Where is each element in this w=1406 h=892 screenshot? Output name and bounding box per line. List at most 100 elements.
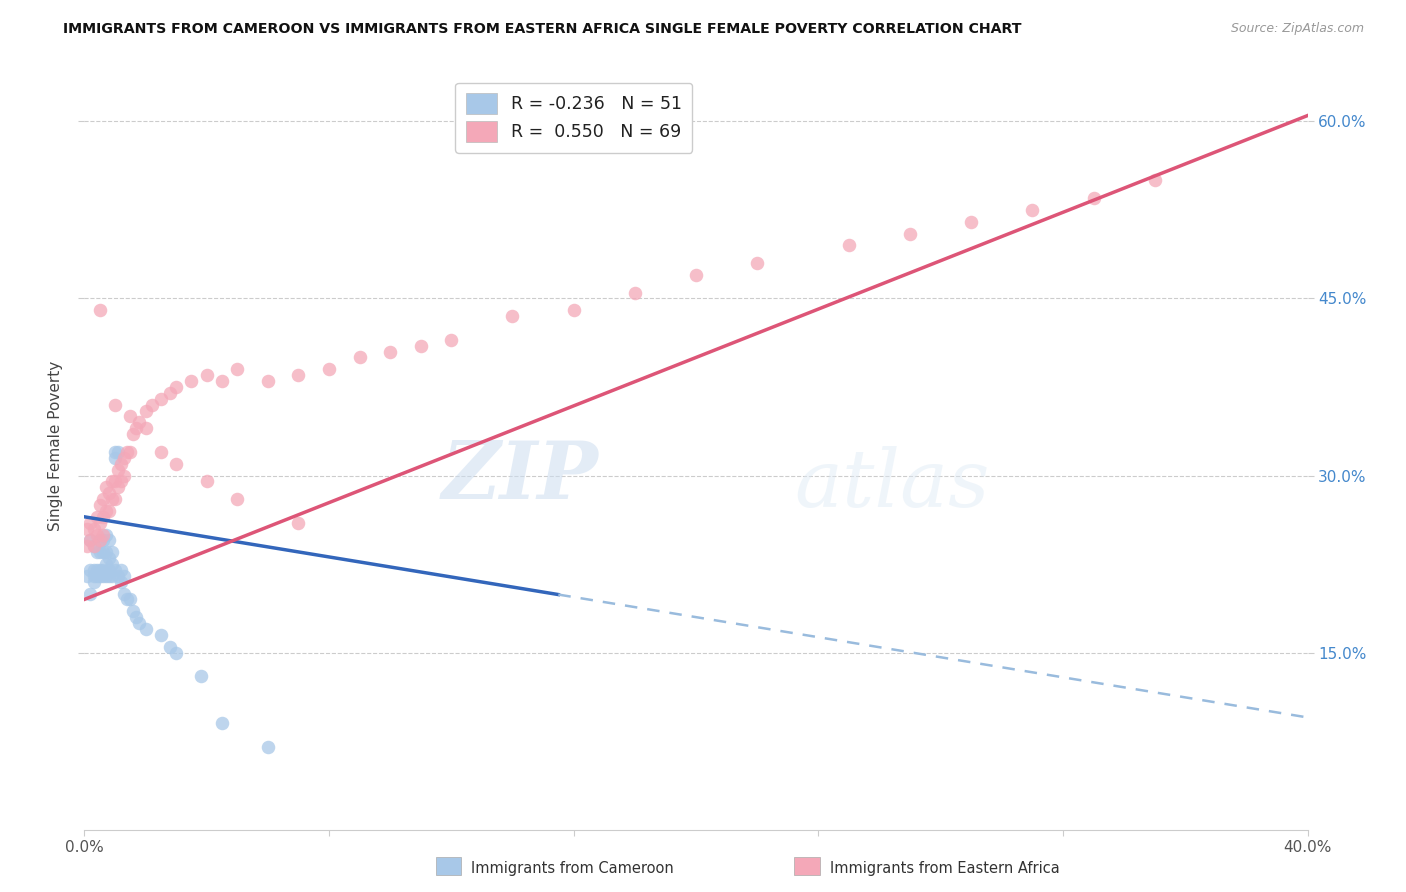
Point	[86, 545, 108, 559]
Point	[101, 475, 124, 489]
Point	[94, 480, 117, 494]
Point	[120, 445, 142, 459]
Point	[94, 557, 117, 571]
Point	[226, 492, 249, 507]
Point	[112, 586, 135, 600]
Point	[94, 504, 117, 518]
Point	[86, 527, 108, 541]
Point	[115, 592, 138, 607]
Point	[104, 563, 127, 577]
Point	[107, 445, 129, 459]
Point	[195, 475, 218, 489]
Point	[380, 344, 402, 359]
Point	[409, 339, 432, 353]
Point	[76, 569, 98, 583]
Point	[89, 563, 111, 577]
Point	[960, 215, 983, 229]
Point	[115, 445, 138, 459]
Point	[125, 610, 148, 624]
Point	[97, 569, 120, 583]
Point	[83, 522, 105, 536]
Point	[120, 409, 142, 424]
Point	[112, 468, 135, 483]
Point	[91, 527, 114, 541]
Point	[89, 569, 111, 583]
Point	[86, 563, 108, 577]
Point	[89, 533, 111, 548]
Legend: R = -0.236   N = 51, R =  0.550   N = 69: R = -0.236 N = 51, R = 0.550 N = 69	[456, 83, 692, 153]
Point	[76, 539, 98, 553]
Point	[159, 385, 181, 400]
Point	[257, 739, 280, 754]
Point	[101, 545, 124, 559]
Point	[110, 475, 132, 489]
Point	[112, 450, 135, 465]
Point	[1021, 202, 1043, 217]
Y-axis label: Single Female Poverty: Single Female Poverty	[48, 361, 63, 531]
Point	[101, 569, 124, 583]
Point	[97, 533, 120, 548]
Point	[149, 628, 172, 642]
Point	[104, 492, 127, 507]
Point	[287, 516, 309, 530]
Point	[107, 480, 129, 494]
Point	[165, 457, 187, 471]
Point	[110, 457, 132, 471]
Point	[83, 569, 105, 583]
Point	[83, 539, 105, 553]
Point	[79, 533, 101, 548]
Point	[180, 374, 202, 388]
Point	[318, 362, 340, 376]
Point	[1083, 191, 1105, 205]
Point	[76, 522, 98, 536]
Point	[165, 646, 187, 660]
Point	[562, 303, 585, 318]
Point	[107, 462, 129, 476]
Point	[79, 533, 101, 548]
Point	[211, 374, 233, 388]
Text: Immigrants from Cameroon: Immigrants from Cameroon	[471, 862, 673, 876]
Point	[94, 569, 117, 583]
Text: ZIP: ZIP	[441, 438, 598, 516]
Point	[91, 492, 114, 507]
Point	[89, 533, 111, 548]
Point	[83, 574, 105, 589]
Point	[120, 592, 142, 607]
Text: atlas: atlas	[794, 446, 990, 523]
Point	[128, 416, 150, 430]
Point	[97, 551, 120, 566]
Point	[112, 569, 135, 583]
Point	[89, 303, 111, 318]
Point	[89, 516, 111, 530]
Point	[86, 569, 108, 583]
Point	[195, 368, 218, 383]
Point	[89, 545, 111, 559]
Point	[128, 615, 150, 630]
Point	[141, 398, 163, 412]
Point	[107, 569, 129, 583]
Point	[135, 403, 157, 417]
Point	[110, 574, 132, 589]
Point	[747, 256, 769, 270]
Point	[91, 563, 114, 577]
Point	[685, 268, 707, 282]
Point	[211, 716, 233, 731]
Point	[1143, 173, 1166, 187]
Point	[101, 557, 124, 571]
Point	[257, 374, 280, 388]
Point	[91, 533, 114, 548]
Text: Source: ZipAtlas.com: Source: ZipAtlas.com	[1230, 22, 1364, 36]
Point	[349, 351, 371, 365]
Point	[101, 492, 124, 507]
Point	[125, 421, 148, 435]
Point	[79, 563, 101, 577]
Point	[94, 545, 117, 559]
Point	[104, 445, 127, 459]
Point	[122, 427, 145, 442]
Point	[104, 450, 127, 465]
Point	[97, 563, 120, 577]
Point	[159, 640, 181, 654]
Point	[97, 504, 120, 518]
Point	[502, 309, 524, 323]
Point	[190, 669, 212, 683]
